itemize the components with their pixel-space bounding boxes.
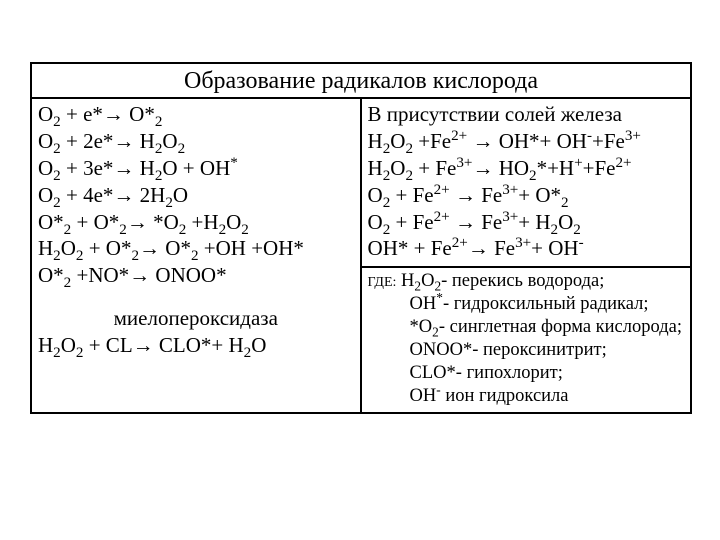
eq1: O2 + e*→ O*2: [38, 101, 354, 128]
req5: OH* + Fe2+→ Fe3++ OH-: [368, 235, 684, 262]
mpo-eq: H2O2 + CL→ CLO*+ H2O: [38, 332, 354, 359]
legend-6: OH- ион гидроксила: [368, 385, 686, 408]
eq7: O*2 +NO*→ ONOO*: [38, 262, 354, 289]
right-column: В присутствии солей железа H2O2 +Fe2+ → …: [362, 99, 690, 412]
eq3: O2 + 3e*→ H2O + OH*: [38, 155, 354, 182]
legend-1: ГДЕ: H2O2- перекись водорода;: [368, 270, 686, 293]
right-top: В присутствии солей железа H2O2 +Fe2+ → …: [362, 99, 690, 268]
req3: O2 + Fe2+ → Fe3++ O*2: [368, 182, 684, 209]
eq5: O*2 + O*2→ *O2 +H2O2: [38, 209, 354, 236]
title: Образование радикалов кислорода: [32, 64, 690, 99]
req2: H2O2 + Fe3+→ HO2*+H++Fe2+: [368, 155, 684, 182]
eq2: O2 + 2e*→ H2O2: [38, 128, 354, 155]
req4: O2 + Fe2+ → Fe3++ H2O2: [368, 209, 684, 236]
req1: H2O2 +Fe2+ → OH*+ OH-+Fe3+: [368, 128, 684, 155]
legend-2: OH*- гидроксильный радикал;: [368, 293, 686, 316]
legend: ГДЕ: H2O2- перекись водорода; OH*- гидро…: [362, 268, 690, 412]
eq6: H2O2 + O*2→ O*2 +OH +OH*: [38, 235, 354, 262]
legend-3: *O2- синглетная форма кислорода;: [368, 316, 686, 339]
legend-4: ONOO*- пероксинитрит;: [368, 339, 686, 362]
eq4: O2 + 4e*→ 2H2O: [38, 182, 354, 209]
mpo-label: миелопероксидаза: [38, 305, 354, 332]
content: O2 + e*→ O*2 O2 + 2e*→ H2O2 O2 + 3e*→ H2…: [32, 99, 690, 412]
right-heading: В присутствии солей железа: [368, 101, 684, 128]
slide-table: Образование радикалов кислорода O2 + e*→…: [30, 62, 692, 414]
left-column: O2 + e*→ O*2 O2 + 2e*→ H2O2 O2 + 3e*→ H2…: [32, 99, 362, 412]
legend-5: CLO*- гипохлорит;: [368, 362, 686, 385]
